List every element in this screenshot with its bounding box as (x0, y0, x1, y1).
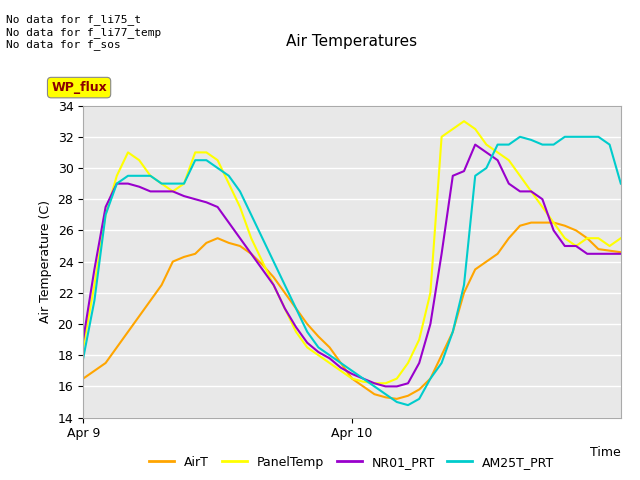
Legend: AirT, PanelTemp, NR01_PRT, AM25T_PRT: AirT, PanelTemp, NR01_PRT, AM25T_PRT (145, 451, 559, 474)
Text: WP_flux: WP_flux (51, 81, 107, 94)
Text: No data for f_li75_t
No data for f_li77_temp
No data for f_sos: No data for f_li75_t No data for f_li77_… (6, 14, 162, 50)
Text: Air Temperatures: Air Temperatures (287, 34, 417, 48)
Text: Time: Time (590, 446, 621, 459)
Y-axis label: Air Temperature (C): Air Temperature (C) (39, 200, 52, 323)
